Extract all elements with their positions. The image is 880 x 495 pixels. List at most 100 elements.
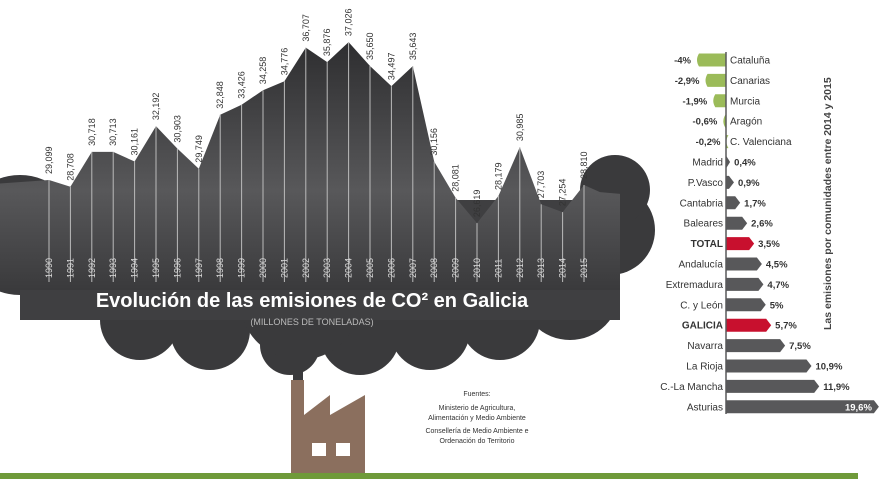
year-label: 2013 <box>536 258 546 278</box>
bar <box>726 400 879 414</box>
value-label: 28,081 <box>451 164 461 192</box>
value-label: 35,876 <box>322 29 332 57</box>
year-label: 1995 <box>151 258 161 278</box>
region-label: Aragón <box>730 117 762 128</box>
bar-row: Cataluña -4% <box>674 53 770 67</box>
value-label: 10,9% <box>815 362 842 373</box>
value-label: 27,254 <box>558 179 568 207</box>
ground-line <box>0 473 858 479</box>
bar-row: Aragón -0,6% <box>693 114 762 128</box>
bar-row: Extremadura 4,7% <box>666 277 790 291</box>
value-label: 11,9% <box>823 382 850 393</box>
bar <box>726 155 731 169</box>
sources-note: Fuentes: Ministerio de Agricultura, Alimen… <box>425 391 528 445</box>
bar-row: C. Valenciana -0,2% <box>696 135 792 149</box>
value-label: 4,5% <box>766 260 788 271</box>
bar-row: P.Vasco 0,9% <box>688 175 760 189</box>
bar-row: La Rioja 10,9% <box>686 359 843 373</box>
year-label: 2003 <box>322 258 332 278</box>
region-label: Cantabria <box>680 198 724 209</box>
value-label: 35,650 <box>365 32 375 60</box>
value-label: 30,156 <box>429 128 439 156</box>
value-label: 1,7% <box>744 198 766 209</box>
year-label: 2008 <box>429 258 439 278</box>
region-label: Madrid <box>692 158 723 169</box>
value-label: 0,4% <box>734 158 756 169</box>
value-label: -4% <box>674 56 691 67</box>
bar <box>726 318 772 332</box>
bar <box>726 175 734 189</box>
region-label: Navarra <box>687 341 723 352</box>
value-label: 27,703 <box>536 171 546 199</box>
value-label: 30,718 <box>87 118 97 146</box>
year-label: 2011 <box>493 259 503 278</box>
bar-row: C.-La Mancha 11,9% <box>660 379 850 393</box>
regional-bar-chart: Cataluña -4% Canarias -2,9% Murcia -1,9% Aragó… <box>660 53 879 414</box>
value-label: 35,643 <box>408 33 418 61</box>
value-label: 32,848 <box>215 81 225 109</box>
value-label: 30,161 <box>130 128 140 156</box>
year-label: 2002 <box>301 258 311 278</box>
value-label: -1,9% <box>682 96 707 107</box>
value-label: 29,099 <box>44 146 54 174</box>
bar <box>726 359 812 373</box>
value-label: -0,2% <box>696 137 721 148</box>
value-label: 34,258 <box>258 57 268 85</box>
bar <box>705 73 726 87</box>
region-label: GALICIA <box>682 321 723 332</box>
value-label: -2,9% <box>675 76 700 87</box>
year-label: 2009 <box>451 258 461 278</box>
region-label: Andalucía <box>679 260 724 271</box>
year-label: 2010 <box>472 258 482 278</box>
region-label: C. Valenciana <box>730 137 792 148</box>
bar <box>726 237 755 251</box>
bar <box>726 298 766 312</box>
region-label: Extremadura <box>666 280 724 291</box>
value-label: 36,707 <box>301 14 311 42</box>
year-label: 2000 <box>258 258 268 278</box>
region-label: C.-La Mancha <box>660 382 723 393</box>
value-label: 28,810 <box>579 151 589 179</box>
year-label: 1990 <box>44 258 54 278</box>
year-label: 1994 <box>130 258 140 278</box>
region-label: Cataluña <box>730 56 770 67</box>
year-label: 2015 <box>579 258 589 278</box>
year-label: 1999 <box>237 258 247 278</box>
chimney-smoke <box>293 350 303 380</box>
value-label: 34,497 <box>386 53 396 81</box>
bar-row: Baleares 2,6% <box>684 216 773 230</box>
value-label: 32,192 <box>151 93 161 121</box>
region-label: P.Vasco <box>688 178 724 189</box>
value-label: 3,5% <box>758 239 780 250</box>
bar <box>697 53 726 67</box>
year-label: 1993 <box>108 258 118 278</box>
bar-row: C. y León 5% <box>680 298 784 312</box>
bar-row: Cantabria 1,7% <box>680 196 766 210</box>
chart-subtitle: (MILLONES DE TONELADAS) <box>250 317 373 327</box>
emissions-area: 29,099 1990 28,708 1991 30,718 1992 30,713 1993… <box>0 9 620 290</box>
bar <box>726 339 786 353</box>
area-fill <box>0 42 620 290</box>
bar-row: GALICIA 5,7% <box>682 318 797 332</box>
bar <box>726 277 764 291</box>
value-label: 37,026 <box>344 9 354 37</box>
source-line: Consellería de Medio Ambiente e <box>425 428 528 435</box>
year-label: 1996 <box>172 258 182 278</box>
value-label: 5,7% <box>775 321 797 332</box>
region-label: La Rioja <box>686 362 723 373</box>
value-label: 30,985 <box>515 114 525 142</box>
value-label: -0,6% <box>693 117 718 128</box>
year-label: 2014 <box>558 258 568 278</box>
bar-chart-title: Las emisiones por comunidades entre 2014… <box>822 77 834 330</box>
value-label: 29,749 <box>194 135 204 163</box>
region-label: Baleares <box>684 219 723 230</box>
region-label: Murcia <box>730 96 760 107</box>
year-label: 2007 <box>408 258 418 278</box>
value-label: 34,776 <box>279 48 289 76</box>
bar-row: TOTAL 3,5% <box>691 237 780 251</box>
source-line: Ordenación do Territorio <box>440 438 515 445</box>
bar-row: Murcia -1,9% <box>682 94 760 108</box>
value-label: 19,6% <box>845 402 872 413</box>
year-label: 1991 <box>65 258 75 278</box>
